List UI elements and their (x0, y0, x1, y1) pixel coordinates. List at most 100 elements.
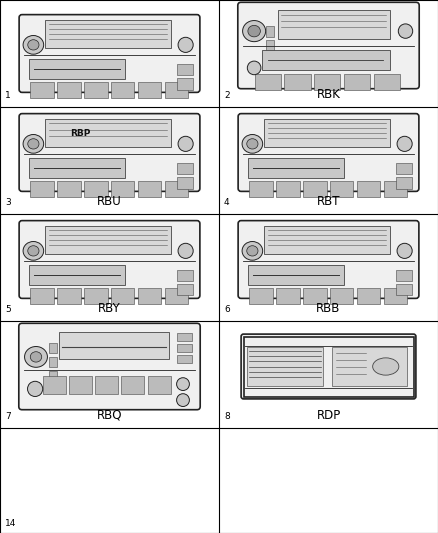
Bar (69, 376, 92, 394)
Bar (49, 343, 57, 353)
Bar (332, 348, 407, 386)
FancyBboxPatch shape (238, 114, 419, 191)
Bar (84, 288, 108, 304)
Text: RBQ: RBQ (97, 409, 122, 422)
Bar (276, 288, 300, 304)
Bar (42, 376, 66, 394)
Bar (59, 332, 169, 359)
Ellipse shape (242, 134, 263, 153)
Bar (138, 288, 161, 304)
Text: RBB: RBB (316, 302, 341, 315)
Bar (49, 372, 57, 382)
Bar (244, 336, 413, 397)
Bar (111, 82, 134, 98)
Bar (121, 376, 145, 394)
Bar (248, 264, 344, 285)
Bar (177, 177, 193, 189)
Text: RBP: RBP (70, 128, 90, 138)
Bar (165, 288, 188, 304)
Bar (84, 82, 108, 98)
Bar (29, 264, 125, 285)
Bar (177, 284, 193, 295)
Ellipse shape (398, 24, 413, 38)
FancyBboxPatch shape (238, 221, 419, 298)
Ellipse shape (28, 381, 43, 397)
Bar (177, 78, 193, 90)
Bar (357, 181, 380, 197)
Bar (344, 74, 370, 90)
Text: 2: 2 (224, 91, 230, 100)
Bar (264, 227, 390, 254)
Ellipse shape (247, 246, 258, 256)
Ellipse shape (178, 243, 193, 259)
Bar (57, 82, 81, 98)
Text: 7: 7 (5, 412, 11, 421)
Bar (249, 181, 273, 197)
Ellipse shape (373, 358, 399, 375)
Ellipse shape (242, 241, 263, 260)
Text: 3: 3 (5, 198, 11, 207)
Bar (138, 181, 161, 197)
Bar (177, 163, 193, 174)
FancyBboxPatch shape (19, 14, 200, 92)
Ellipse shape (178, 136, 193, 151)
Bar (111, 288, 134, 304)
Bar (30, 181, 54, 197)
Text: RBT: RBT (317, 195, 340, 208)
Text: RBU: RBU (97, 195, 122, 208)
Bar (45, 119, 171, 147)
Ellipse shape (247, 61, 261, 75)
Text: 1: 1 (5, 91, 11, 100)
Bar (45, 227, 171, 254)
Bar (177, 333, 192, 341)
Bar (357, 288, 380, 304)
Bar (330, 181, 353, 197)
Bar (396, 270, 412, 281)
Ellipse shape (23, 134, 44, 153)
Ellipse shape (25, 346, 47, 367)
Bar (45, 20, 171, 48)
Bar (111, 181, 134, 197)
Ellipse shape (243, 21, 265, 42)
Bar (29, 59, 125, 79)
Text: RBY: RBY (98, 302, 121, 315)
Ellipse shape (248, 26, 260, 37)
Text: 6: 6 (224, 305, 230, 314)
FancyBboxPatch shape (19, 114, 200, 191)
Bar (303, 181, 327, 197)
Ellipse shape (177, 394, 189, 407)
Bar (177, 270, 193, 281)
Bar (255, 74, 281, 90)
Bar (138, 82, 161, 98)
Bar (249, 288, 273, 304)
Bar (384, 288, 407, 304)
Ellipse shape (28, 246, 39, 256)
Ellipse shape (28, 139, 39, 149)
FancyBboxPatch shape (241, 334, 416, 399)
Bar (276, 181, 300, 197)
Text: 14: 14 (5, 519, 16, 528)
Bar (374, 74, 400, 90)
Bar (30, 82, 54, 98)
Bar (84, 181, 108, 197)
Bar (262, 50, 390, 69)
Bar (265, 40, 274, 51)
Bar (396, 284, 412, 295)
Bar (314, 74, 340, 90)
Bar (165, 82, 188, 98)
Bar (278, 10, 390, 39)
Bar (330, 288, 353, 304)
Bar (248, 158, 344, 177)
Bar (264, 119, 390, 147)
Bar (49, 357, 57, 367)
Bar (177, 63, 193, 75)
Bar (265, 26, 274, 37)
Text: 4: 4 (224, 198, 230, 207)
Text: RBK: RBK (317, 88, 340, 101)
Text: 5: 5 (5, 305, 11, 314)
Bar (303, 288, 327, 304)
Bar (177, 344, 192, 352)
Bar (285, 74, 311, 90)
FancyBboxPatch shape (238, 2, 419, 88)
Ellipse shape (23, 36, 44, 54)
